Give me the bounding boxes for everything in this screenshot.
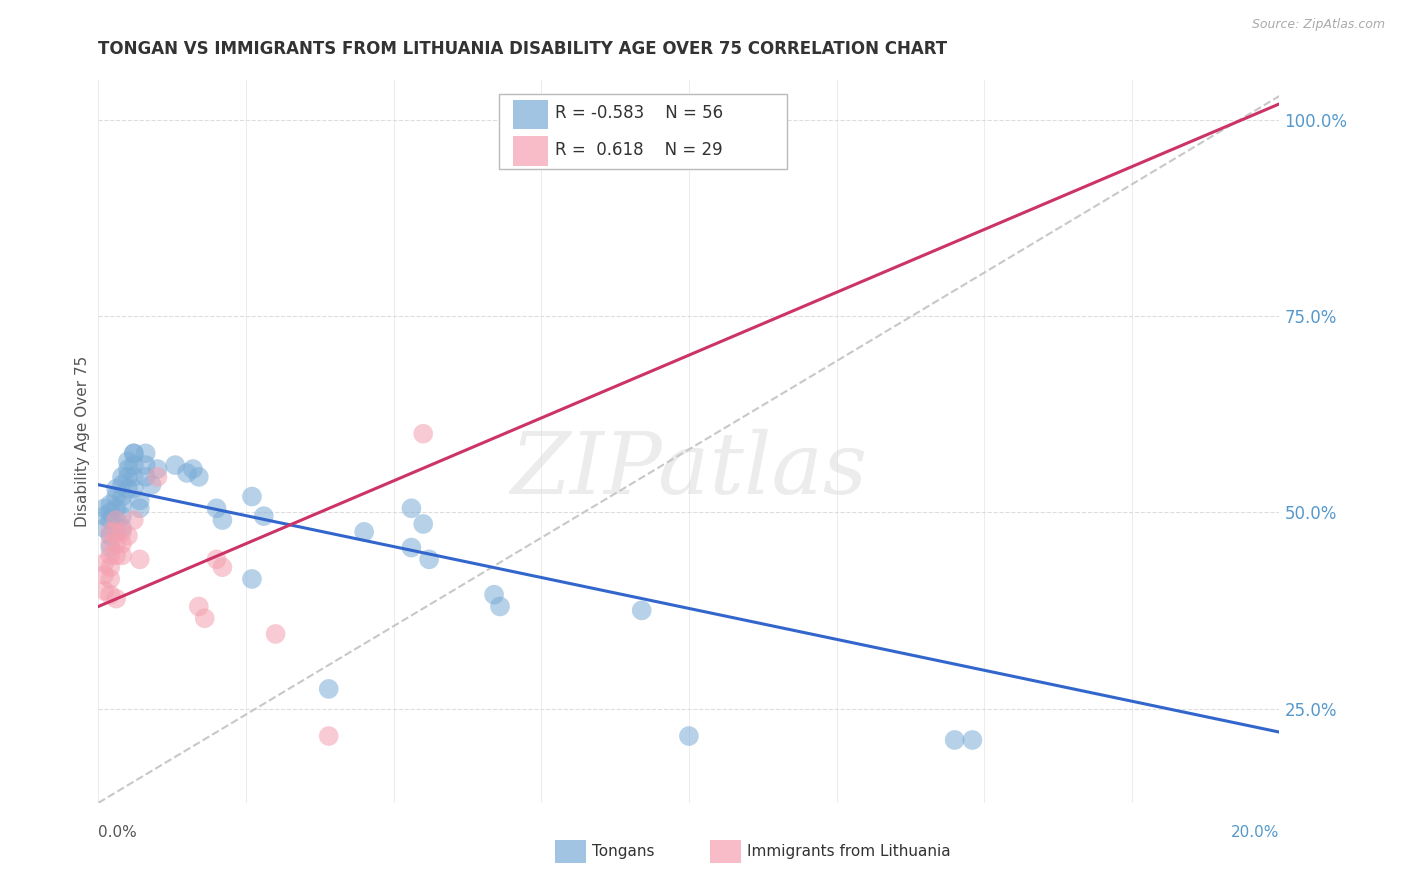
Point (98, 529, 121, 543)
Point (117, 454, 139, 468)
Point (962, 733, 984, 747)
Point (211, 560, 233, 574)
Point (98, 513, 121, 527)
Point (489, 599, 512, 614)
Point (122, 458, 145, 472)
Point (117, 482, 139, 496)
Point (128, 552, 150, 566)
Point (205, 552, 228, 566)
Point (105, 490, 128, 504)
Point (135, 470, 157, 484)
Point (93, 501, 115, 516)
Point (98, 505, 121, 519)
Point (122, 470, 145, 484)
Point (135, 446, 157, 460)
Point (412, 426, 434, 441)
Point (98, 560, 121, 574)
Point (111, 470, 134, 484)
Point (122, 513, 145, 527)
Point (93, 509, 115, 524)
Text: 0.0%: 0.0% (98, 825, 138, 840)
Point (105, 591, 128, 606)
Text: TONGAN VS IMMIGRANTS FROM LITHUANIA DISABILITY AGE OVER 75 CORRELATION CHART: TONGAN VS IMMIGRANTS FROM LITHUANIA DISA… (98, 40, 948, 58)
Point (187, 470, 209, 484)
Y-axis label: Disability Age Over 75: Disability Age Over 75 (75, 356, 90, 527)
Point (240, 572, 263, 586)
Point (98, 588, 121, 602)
Point (111, 490, 134, 504)
Point (165, 458, 187, 472)
Point (105, 549, 128, 563)
Point (93, 583, 115, 598)
Point (135, 458, 157, 472)
Point (401, 541, 423, 555)
Point (93, 521, 115, 535)
Text: 20.0%: 20.0% (1232, 825, 1279, 840)
Point (211, 513, 233, 527)
Point (98, 572, 121, 586)
Point (240, 490, 263, 504)
Point (122, 446, 145, 460)
Point (318, 729, 340, 743)
Point (98, 524, 121, 539)
Point (943, 733, 966, 747)
Point (117, 529, 139, 543)
Point (105, 501, 128, 516)
Point (205, 501, 228, 516)
Point (105, 536, 128, 550)
Point (181, 462, 204, 476)
Point (93, 568, 115, 582)
Point (98, 541, 121, 555)
Point (111, 497, 134, 511)
Point (98, 536, 121, 550)
Point (122, 482, 145, 496)
Point (512, 136, 534, 150)
Point (678, 729, 700, 743)
Point (105, 513, 128, 527)
Point (128, 501, 150, 516)
Point (412, 516, 434, 531)
Text: Immigrants from Lithuania: Immigrants from Lithuania (747, 845, 950, 859)
Point (111, 524, 134, 539)
Point (105, 524, 128, 539)
Point (176, 466, 198, 480)
Point (105, 513, 128, 527)
Point (353, 524, 375, 539)
Point (187, 599, 209, 614)
Point (141, 477, 163, 491)
Point (253, 509, 276, 524)
Text: Source: ZipAtlas.com: Source: ZipAtlas.com (1251, 18, 1385, 31)
Point (194, 611, 217, 625)
Point (98, 497, 121, 511)
Point (98, 549, 121, 563)
Point (482, 588, 505, 602)
Point (105, 524, 128, 539)
Point (122, 446, 145, 460)
Point (111, 536, 134, 550)
Point (146, 462, 169, 476)
Text: ZIPatlas: ZIPatlas (510, 429, 868, 512)
Point (146, 470, 169, 484)
Point (630, 603, 652, 617)
Point (117, 462, 139, 476)
Point (111, 549, 134, 563)
Point (264, 627, 287, 641)
Point (111, 521, 134, 535)
Text: R = -0.583    N = 56: R = -0.583 N = 56 (555, 104, 724, 122)
Point (128, 493, 150, 508)
Point (418, 552, 440, 566)
Point (111, 509, 134, 524)
Point (105, 482, 128, 496)
Text: Tongans: Tongans (592, 845, 654, 859)
Text: R =  0.618    N = 29: R = 0.618 N = 29 (555, 141, 723, 159)
Point (318, 681, 340, 696)
Point (117, 470, 139, 484)
Point (401, 501, 423, 516)
Point (111, 477, 134, 491)
Point (93, 556, 115, 570)
